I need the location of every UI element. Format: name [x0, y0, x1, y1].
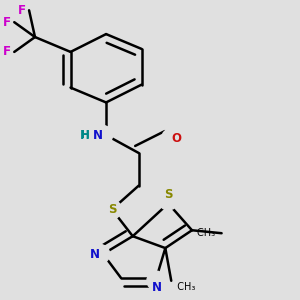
Circle shape — [80, 126, 99, 145]
Text: H: H — [80, 129, 90, 142]
Text: S: S — [108, 203, 116, 216]
Text: N: N — [90, 248, 100, 260]
Circle shape — [103, 200, 122, 219]
Text: N: N — [152, 281, 161, 294]
Text: CH₃: CH₃ — [197, 228, 222, 238]
Circle shape — [147, 271, 166, 290]
Circle shape — [91, 244, 110, 263]
Text: F: F — [3, 45, 11, 58]
Circle shape — [162, 129, 181, 148]
Circle shape — [94, 126, 112, 145]
Text: N: N — [93, 129, 103, 142]
Text: S: S — [164, 188, 172, 200]
Text: O: O — [171, 132, 181, 145]
Text: F: F — [18, 4, 26, 17]
Circle shape — [159, 191, 178, 210]
Text: H: H — [82, 130, 90, 140]
Text: CH₃: CH₃ — [171, 282, 196, 292]
Text: F: F — [3, 16, 11, 29]
